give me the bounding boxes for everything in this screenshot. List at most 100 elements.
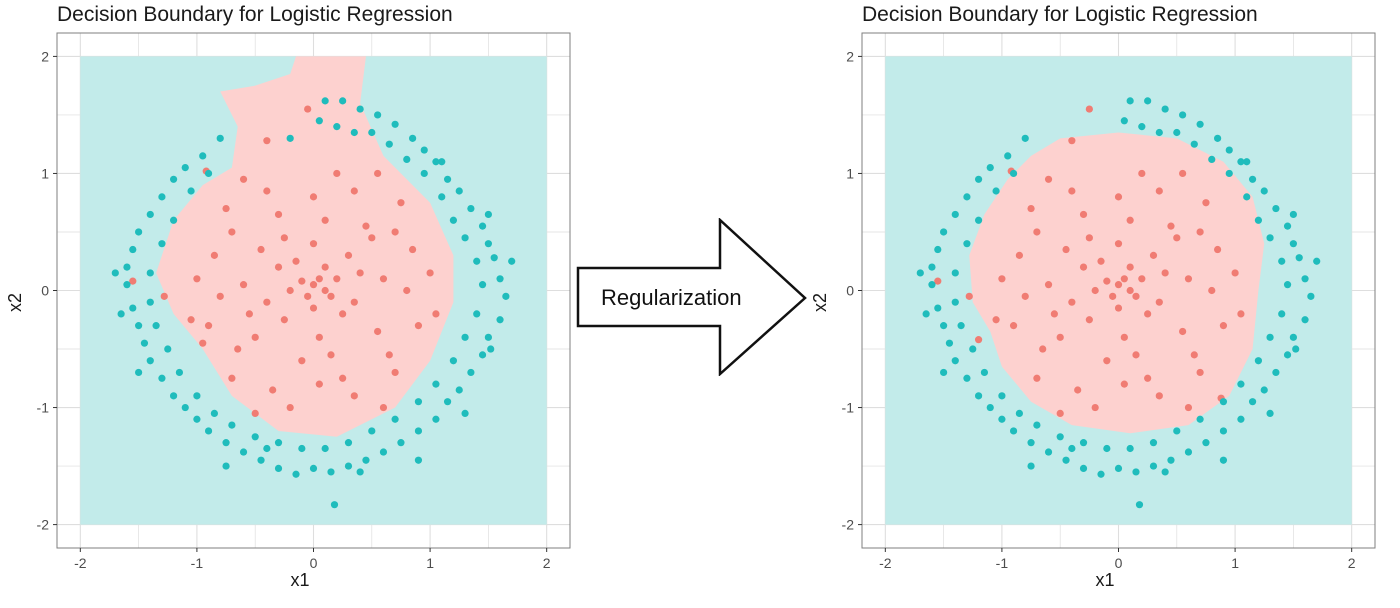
data-point: [998, 275, 1006, 283]
data-point: [274, 263, 283, 271]
data-point: [374, 111, 382, 119]
data-point: [298, 444, 306, 453]
data-point: [228, 374, 236, 382]
data-point: [1085, 316, 1093, 324]
data-point: [1237, 310, 1245, 318]
data-point: [1085, 105, 1093, 113]
data-point: [1132, 468, 1140, 476]
data-point: [304, 292, 312, 300]
data-point: [998, 415, 1006, 423]
data-point: [1068, 187, 1076, 195]
data-point: [234, 345, 242, 353]
data-point: [974, 216, 983, 224]
data-point: [1015, 409, 1023, 417]
class-1-region: [156, 56, 454, 437]
x-tick-label: 2: [543, 555, 551, 571]
data-point: [1144, 374, 1152, 382]
data-point: [1248, 398, 1257, 406]
data-point: [204, 169, 213, 178]
x-tick-label: -2: [879, 555, 892, 571]
x-tick-label: 2: [1348, 555, 1356, 571]
data-point: [1260, 187, 1268, 195]
data-point: [1237, 415, 1245, 423]
data-point: [951, 357, 959, 365]
data-point: [385, 351, 393, 359]
data-point: [129, 277, 137, 285]
data-point: [379, 403, 388, 412]
data-point: [1155, 392, 1163, 400]
data-point: [1126, 286, 1134, 295]
data-point: [309, 304, 318, 312]
data-point: [1231, 269, 1239, 277]
data-point: [1126, 263, 1134, 271]
data-point: [257, 456, 265, 464]
data-point: [1097, 470, 1105, 478]
data-point: [1074, 386, 1082, 394]
data-point: [204, 322, 213, 330]
data-point: [1009, 427, 1018, 435]
data-point: [286, 286, 294, 295]
data-point: [397, 439, 405, 447]
data-point: [1120, 275, 1128, 283]
data-point: [309, 193, 318, 201]
data-point: [461, 333, 469, 341]
data-point: [1208, 155, 1216, 164]
data-point: [963, 193, 971, 201]
data-point: [251, 333, 259, 341]
data-point: [1190, 140, 1198, 148]
data-point: [1009, 169, 1018, 178]
data-point: [1149, 251, 1158, 259]
transition-arrow: Regularization: [575, 217, 810, 377]
data-point: [992, 187, 1000, 195]
data-point: [934, 277, 942, 285]
data-point: [368, 128, 376, 137]
data-point: [210, 251, 218, 259]
data-point: [449, 357, 458, 365]
data-point: [158, 240, 166, 248]
data-point: [274, 439, 283, 447]
data-point: [1313, 257, 1321, 265]
data-point: [432, 415, 440, 423]
data-point: [1033, 374, 1041, 382]
data-point: [490, 254, 498, 262]
data-point: [158, 193, 166, 201]
data-point: [1196, 228, 1204, 236]
data-point: [473, 257, 481, 265]
data-point: [478, 351, 487, 359]
y-tick-label: 2: [41, 48, 49, 64]
chart-panel-right: Decision Boundary for Logistic Regressio…: [805, 0, 1380, 608]
data-point: [1283, 351, 1292, 359]
data-point: [438, 158, 446, 166]
data-point: [391, 368, 399, 377]
data-point: [1079, 210, 1088, 219]
data-point: [263, 137, 271, 145]
data-point: [974, 392, 983, 400]
data-point: [1144, 97, 1152, 105]
data-point: [1126, 97, 1134, 105]
data-point: [986, 164, 994, 172]
data-point: [245, 310, 253, 318]
x-tick-label: -2: [74, 555, 87, 571]
data-point: [216, 134, 224, 142]
data-point: [922, 310, 930, 318]
y-tick-label: 1: [846, 165, 854, 181]
data-point: [1155, 128, 1163, 137]
data-point: [333, 169, 341, 178]
data-point: [1196, 120, 1204, 128]
data-point: [1214, 134, 1222, 142]
data-point: [1155, 187, 1163, 195]
data-point: [315, 117, 323, 125]
data-point: [1254, 357, 1263, 365]
data-point: [1179, 169, 1187, 178]
data-point: [1278, 310, 1286, 318]
y-tick-label: 0: [846, 283, 854, 299]
data-point: [1114, 464, 1123, 473]
data-point: [461, 234, 469, 242]
data-point: [391, 120, 399, 128]
data-point: [204, 427, 213, 435]
data-point: [315, 333, 323, 341]
data-point: [420, 146, 428, 154]
data-point: [385, 140, 393, 148]
data-point: [409, 245, 417, 254]
data-point: [443, 175, 452, 183]
